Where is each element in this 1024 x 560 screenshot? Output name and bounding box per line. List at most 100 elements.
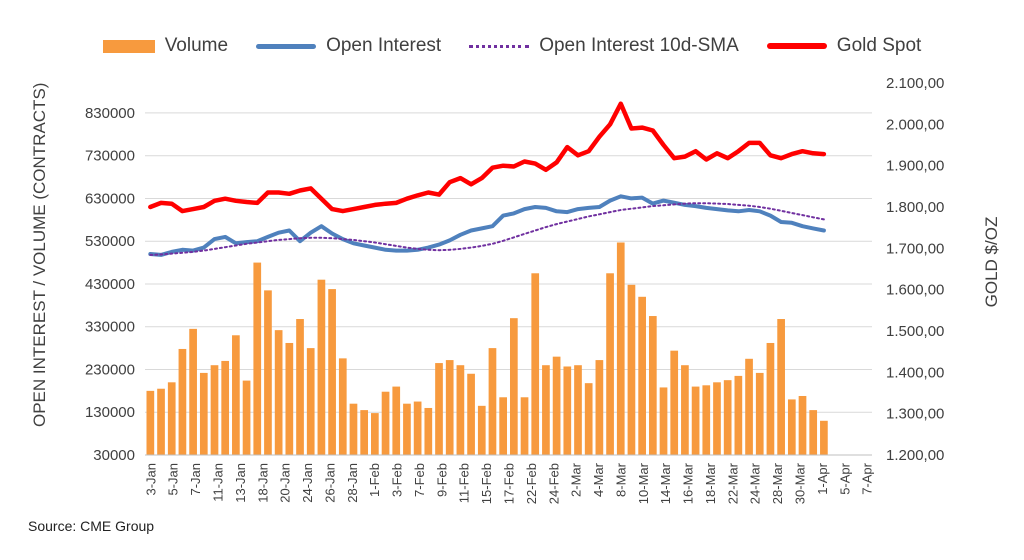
- x-tick-label: 22-Mar: [725, 462, 740, 504]
- y-tick-left: 630000: [85, 190, 135, 207]
- x-tick-label: 20-Jan: [278, 463, 293, 503]
- x-tick-label: 3-Jan: [143, 463, 158, 496]
- volume-bar: [531, 273, 540, 455]
- y-tick-left: 330000: [85, 319, 135, 336]
- y-tick-left: 230000: [85, 361, 135, 378]
- x-tick-label: 18-Mar: [703, 462, 718, 504]
- x-tick-label: 2-Mar: [569, 462, 584, 497]
- x-tick-label: 1-Apr: [815, 462, 830, 494]
- y-tick-left: 730000: [85, 148, 135, 165]
- gold-spot-line: [148, 101, 827, 214]
- volume-bar: [606, 273, 614, 455]
- volume-bar: [435, 363, 443, 455]
- x-tick-label: 28-Jan: [345, 463, 360, 503]
- x-tick-label: 24-Feb: [546, 463, 561, 504]
- volume-bar: [167, 382, 176, 455]
- legend-label-volume: Volume: [164, 35, 229, 56]
- open-interest-sma-line: [149, 202, 825, 256]
- volume-bar: [371, 413, 379, 455]
- volume-bar: [552, 356, 561, 455]
- legend-swatch-sma: [469, 44, 530, 48]
- y-tick-right: 1.200,00: [886, 447, 944, 464]
- volume-bar: [809, 410, 818, 455]
- x-tick-label: 18-Jan: [255, 463, 270, 503]
- y-tick-left: 530000: [85, 233, 135, 250]
- volume-bar: [456, 365, 465, 455]
- y-tick-right: 1.900,00: [886, 158, 944, 175]
- volume-bar: [820, 420, 828, 455]
- x-tick-label: 28-Mar: [770, 462, 785, 504]
- volume-bar: [787, 399, 796, 455]
- x-tick-label: 10-Mar: [636, 462, 651, 504]
- volume-bar: [157, 388, 165, 455]
- y-tick-right: 1.800,00: [886, 199, 944, 216]
- legend-swatch-gold: [766, 43, 827, 49]
- volume-bar: [360, 410, 369, 455]
- volume-bar: [638, 296, 646, 455]
- y-axis-right-title: GOLD $/OZ: [982, 216, 1001, 308]
- volume-bar: [392, 386, 401, 455]
- volume-bar: [595, 360, 604, 455]
- volume-bar: [403, 403, 411, 455]
- volume-bar: [713, 382, 721, 455]
- volume-bar: [210, 365, 219, 455]
- volume-bar: [670, 350, 679, 455]
- y-tick-right: 1.500,00: [886, 323, 944, 340]
- x-tick-label: 7-Apr: [860, 462, 875, 494]
- legend-label-sma: Open Interest 10d-SMA: [539, 35, 739, 56]
- volume-bar: [659, 387, 668, 455]
- x-tick-label: 15-Feb: [479, 463, 494, 504]
- x-tick-label: 30-Mar: [793, 462, 808, 504]
- volume-bar: [413, 401, 422, 455]
- volume-bar: [477, 405, 486, 455]
- volume-bar: [777, 319, 785, 455]
- y-tick-right: 1.300,00: [886, 406, 944, 423]
- volume-bar: [691, 386, 700, 455]
- x-tick-label: 1-Feb: [367, 463, 382, 497]
- x-tick-label: 13-Jan: [233, 463, 248, 503]
- legend-swatch-open-interest: [256, 43, 317, 49]
- x-tick-label: 5-Apr: [837, 462, 852, 494]
- volume-bar: [616, 242, 625, 455]
- volume-bar: [146, 390, 155, 455]
- x-tick-label: 24-Mar: [748, 462, 763, 504]
- volume-bar: [584, 383, 593, 455]
- y-axis-left-title: OPEN INTEREST / VOLUME (CONTRACTS): [30, 82, 49, 427]
- x-tick-label: 8-Mar: [613, 462, 628, 497]
- volume-bar: [563, 366, 572, 455]
- volume-bar: [574, 365, 582, 455]
- volume-bar: [328, 289, 336, 455]
- y-tick-right: 2.100,00: [886, 75, 944, 92]
- x-tick-label: 4-Mar: [591, 462, 606, 497]
- volume-bar: [221, 360, 230, 455]
- legend: Volume Open Interest Open Interest 10d-S…: [0, 30, 1024, 62]
- volume-bar: [520, 397, 529, 455]
- legend-label-open-interest: Open Interest: [326, 35, 442, 56]
- volume-bar: [488, 348, 497, 455]
- y-tick-left: 30000: [93, 447, 135, 464]
- volume-bar: [627, 284, 636, 455]
- volume-bar: [285, 342, 294, 455]
- volume-bar: [755, 372, 764, 455]
- volume-bar: [274, 330, 283, 455]
- volume-bar: [702, 385, 711, 455]
- x-tick-label: 9-Feb: [434, 463, 449, 497]
- volume-bar: [381, 391, 390, 455]
- legend-swatch-volume: [102, 39, 155, 53]
- x-tick-label: 17-Feb: [502, 463, 517, 504]
- x-tick-label: 11-Feb: [457, 463, 472, 503]
- x-tick-label: 7-Feb: [412, 463, 427, 497]
- x-tick-label: 7-Jan: [188, 463, 203, 496]
- legend-item-sma: Open Interest 10d-SMA: [469, 35, 739, 57]
- open-interest-line: [148, 194, 826, 257]
- volume-bar: [338, 358, 347, 455]
- volume-bar: [798, 395, 807, 455]
- volume-bar: [734, 375, 743, 455]
- volume-bar: [445, 360, 454, 455]
- volume-bar: [253, 262, 262, 455]
- x-tick-label: 5-Jan: [166, 463, 181, 496]
- x-tick-label: 14-Mar: [658, 462, 673, 504]
- volume-bar: [648, 316, 657, 455]
